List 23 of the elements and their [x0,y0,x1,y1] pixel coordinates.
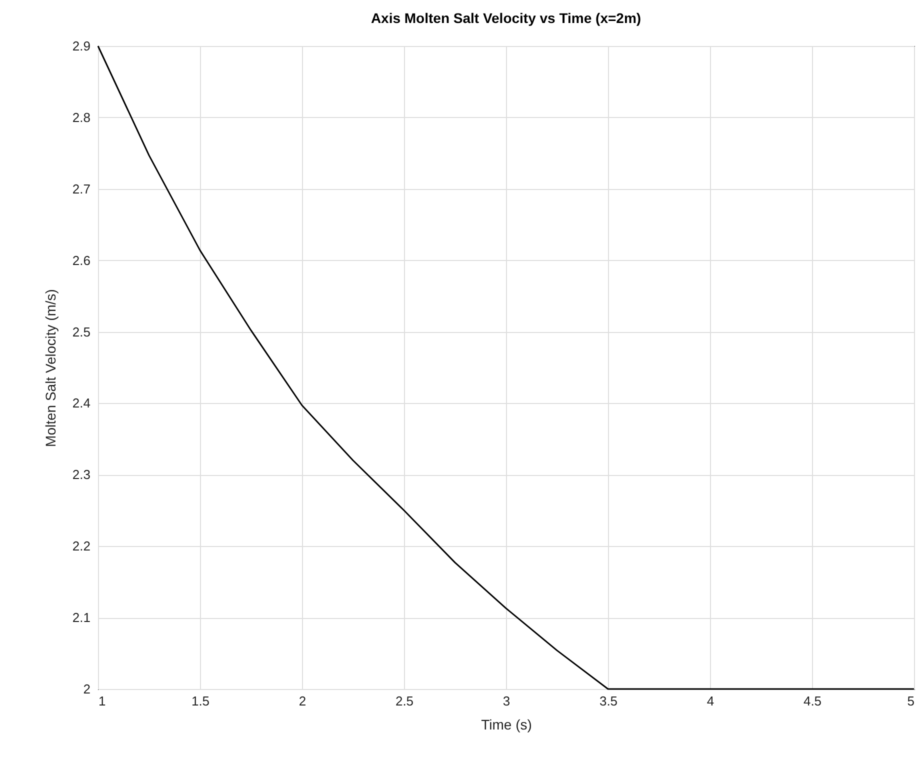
x-tick-label: 3 [502,694,510,708]
y-tick-label: 2.2 [72,538,90,554]
y-axis-title: Molten Salt Velocity (m/s) [42,289,58,447]
x-tick-label: 2.5 [395,694,414,708]
x-tick-label: 1.5 [191,694,210,708]
x-tick-label: 3.5 [599,694,618,708]
y-tick-label: 2.7 [72,181,90,196]
x-tick-label: 5 [907,694,914,708]
x-tick-label: 2 [298,694,306,708]
x-tick-label: 4.5 [803,694,822,708]
y-tick-label: 2.8 [72,110,90,125]
y-tick-label: 2.6 [72,252,90,268]
y-tick-label: 2.4 [72,396,90,411]
x-tick-label: 1 [98,694,106,708]
y-tick-label: 2.1 [72,610,90,626]
line-series [97,45,915,690]
y-tick-label: 2.5 [72,324,90,340]
y-tick-label: 2 [83,682,90,696]
x-tick-label: 4 [706,694,714,708]
y-tick-label: 2.3 [72,467,90,482]
x-axis-title: Time (s) [481,716,532,732]
y-tick-label: 2.9 [72,38,90,54]
chart-title: Axis Molten Salt Velocity vs Time (x=2m) [370,10,642,26]
